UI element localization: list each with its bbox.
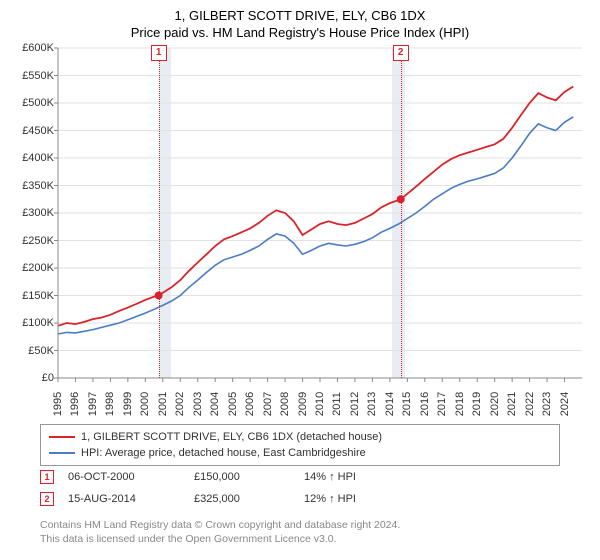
x-tick-label: 2017 [436, 392, 448, 416]
x-tick-label: 2011 [331, 392, 343, 416]
y-tick-label: £0 [42, 372, 54, 384]
legend-item-price: 1, GILBERT SCOTT DRIVE, ELY, CB6 1DX (de… [49, 429, 551, 445]
legend-label-hpi: HPI: Average price, detached house, East… [81, 447, 366, 459]
event-row-2: 2 15-AUG-2014 £325,000 12% ↑ HPI [40, 488, 560, 510]
x-tick-label: 1997 [87, 392, 99, 416]
footnote-line1: Contains HM Land Registry data © Crown c… [40, 518, 560, 532]
x-tick-label: 2012 [349, 392, 361, 416]
y-tick-label: £150K [22, 290, 54, 302]
y-tick-label: £50K [28, 345, 54, 357]
events-table: 1 06-OCT-2000 £150,000 14% ↑ HPI 2 15-AU… [40, 466, 560, 510]
event-badge-2: 2 [40, 492, 54, 506]
legend-label-price: 1, GILBERT SCOTT DRIVE, ELY, CB6 1DX (de… [81, 431, 382, 443]
y-tick-label: £550K [22, 70, 54, 82]
legend-swatch-price [49, 436, 75, 438]
series-price [58, 87, 573, 326]
event-hpi-1: 14% ↑ HPI [304, 471, 424, 483]
x-tick-label: 2007 [262, 392, 274, 416]
x-tick-label: 2016 [419, 392, 431, 416]
footnote: Contains HM Land Registry data © Crown c… [40, 518, 560, 546]
x-tick-label: 2001 [157, 392, 169, 416]
x-tick-label: 2010 [314, 392, 326, 416]
y-tick-label: £450K [22, 125, 54, 137]
footnote-line2: This data is licensed under the Open Gov… [40, 532, 560, 546]
y-tick-label: £350K [22, 180, 54, 192]
legend-swatch-hpi [49, 452, 75, 454]
event-line [401, 48, 402, 378]
event-badge-on-chart: 2 [393, 45, 409, 61]
x-tick-label: 2024 [559, 392, 571, 416]
plot-area: 12 [58, 48, 582, 378]
x-tick-label: 1996 [69, 392, 81, 416]
event-date-1: 06-OCT-2000 [54, 471, 194, 483]
x-tick-label: 2015 [401, 392, 413, 416]
x-tick-label: 2008 [279, 392, 291, 416]
legend-box: 1, GILBERT SCOTT DRIVE, ELY, CB6 1DX (de… [40, 424, 560, 466]
event-price-2: £325,000 [194, 493, 304, 505]
event-row-1: 1 06-OCT-2000 £150,000 14% ↑ HPI [40, 466, 560, 488]
y-tick-label: £200K [22, 262, 54, 274]
chart-container: 12 £0£50K£100K£150K£200K£250K£300K£350K£… [12, 48, 588, 416]
series-hpi [58, 117, 573, 334]
x-tick-label: 1998 [104, 392, 116, 416]
x-tick-label: 2019 [471, 392, 483, 416]
x-tick-label: 2021 [506, 392, 518, 416]
chart-title-line1: 1, GILBERT SCOTT DRIVE, ELY, CB6 1DX [0, 8, 600, 23]
event-hpi-2: 12% ↑ HPI [304, 493, 424, 505]
x-tick-label: 2004 [209, 392, 221, 416]
x-tick-label: 2013 [366, 392, 378, 416]
x-tick-label: 2006 [244, 392, 256, 416]
event-badge-1: 1 [40, 470, 54, 484]
x-tick-label: 1999 [122, 392, 134, 416]
event-date-2: 15-AUG-2014 [54, 493, 194, 505]
x-tick-label: 2023 [541, 392, 553, 416]
legend-item-hpi: HPI: Average price, detached house, East… [49, 445, 551, 461]
x-tick-label: 1995 [52, 392, 64, 416]
x-tick-label: 2009 [297, 392, 309, 416]
x-tick-label: 2000 [139, 392, 151, 416]
x-tick-label: 2018 [454, 392, 466, 416]
x-tick-label: 2020 [489, 392, 501, 416]
y-tick-label: £400K [22, 152, 54, 164]
chart-title-line2: Price paid vs. HM Land Registry's House … [0, 25, 600, 40]
y-tick-label: £500K [22, 97, 54, 109]
y-tick-label: £300K [22, 207, 54, 219]
y-tick-label: £100K [22, 317, 54, 329]
x-tick-label: 2014 [384, 392, 396, 416]
x-tick-label: 2003 [192, 392, 204, 416]
event-line [159, 48, 160, 378]
x-tick-label: 2005 [227, 392, 239, 416]
event-badge-on-chart: 1 [151, 45, 167, 61]
y-tick-label: £600K [22, 42, 54, 54]
event-price-1: £150,000 [194, 471, 304, 483]
chart-svg [58, 48, 582, 378]
x-tick-label: 2022 [524, 392, 536, 416]
x-tick-label: 2002 [174, 392, 186, 416]
chart-title-block: 1, GILBERT SCOTT DRIVE, ELY, CB6 1DX Pri… [0, 0, 600, 44]
y-tick-label: £250K [22, 235, 54, 247]
